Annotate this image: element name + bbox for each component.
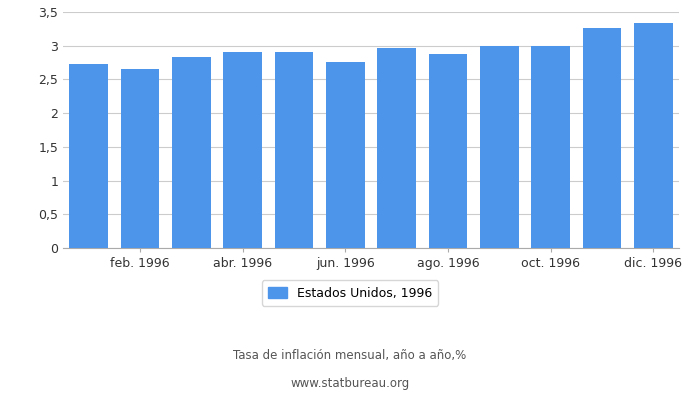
Bar — [377, 48, 416, 248]
Text: www.statbureau.org: www.statbureau.org — [290, 378, 410, 390]
Bar — [531, 46, 570, 248]
Bar — [274, 52, 314, 248]
Bar — [326, 62, 365, 248]
Bar — [223, 52, 262, 248]
Legend: Estados Unidos, 1996: Estados Unidos, 1996 — [262, 280, 438, 306]
Bar — [428, 54, 468, 248]
Text: Tasa de inflación mensual, año a año,%: Tasa de inflación mensual, año a año,% — [233, 350, 467, 362]
Bar — [634, 24, 673, 248]
Bar — [480, 46, 519, 248]
Bar — [120, 69, 160, 248]
Bar — [172, 56, 211, 248]
Bar — [582, 28, 622, 248]
Bar — [69, 64, 108, 248]
